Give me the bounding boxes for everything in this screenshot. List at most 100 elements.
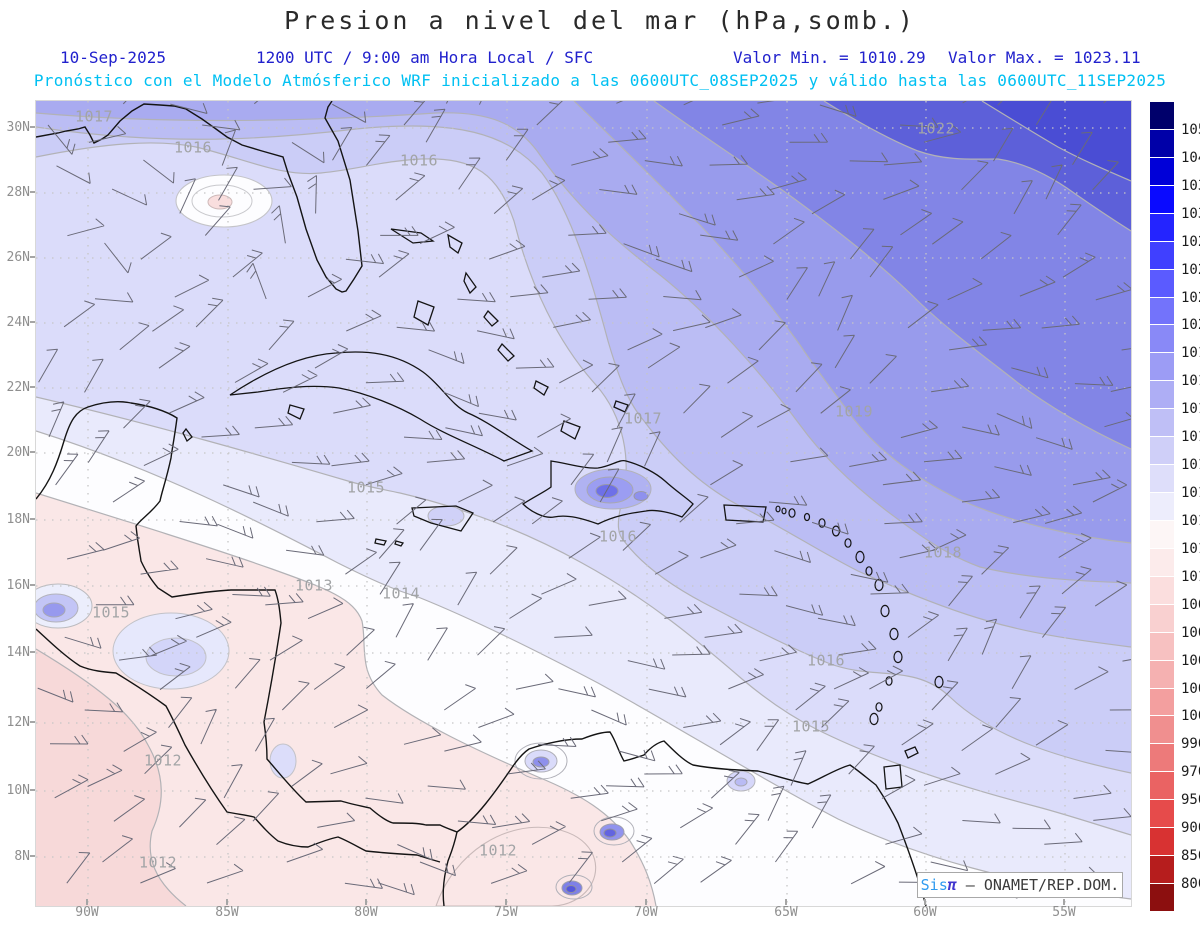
lat-tick <box>30 855 35 857</box>
colorbar-label-800: 800 <box>1181 876 1200 893</box>
lon-tick <box>226 899 228 905</box>
lat-tick <box>30 256 35 258</box>
colorbar-label-1050: 1050 <box>1181 121 1200 138</box>
lat-label-12N: 12N <box>6 715 30 730</box>
lon-tick <box>1063 899 1065 905</box>
lon-label-75W: 75W <box>494 905 518 920</box>
lat-label-28N: 28N <box>6 185 30 200</box>
pi-logo-glyph: π <box>947 876 957 894</box>
lat-label-24N: 24N <box>6 315 30 330</box>
lat-label-8N: 8N <box>14 849 30 864</box>
colorbar-swatch <box>1150 688 1174 716</box>
colorbar-swatch <box>1150 213 1174 241</box>
colorbar-swatch <box>1150 772 1174 800</box>
lat-label-14N: 14N <box>6 645 30 660</box>
colorbar-label-1002: 1002 <box>1181 680 1200 697</box>
chart-title: Presion a nivel del mar (hPa,somb.) <box>284 6 916 35</box>
colorbar-label-1013: 1013 <box>1181 512 1200 529</box>
colorbar-swatch <box>1150 353 1174 381</box>
contour-label-1016: 1016 <box>599 528 637 546</box>
pressure-map: 1017 1016 1016 1022 1017 1019 1015 1016 1018 1013… <box>35 100 1132 907</box>
valid-time: 1200 UTC / 9:00 am Hora Local / SFC <box>256 48 594 67</box>
lon-label-90W: 90W <box>75 905 99 920</box>
attribution-box: Sisπ – ONAMET/REP.DOM. <box>917 872 1123 898</box>
colorbar-label-1035: 1035 <box>1181 177 1200 194</box>
lon-tick <box>86 899 88 905</box>
pressure-field-plot: 1017 1016 1016 1022 1017 1019 1015 1016 1018 1013… <box>36 101 1131 906</box>
contour-label-1012: 1012 <box>144 752 182 770</box>
colorbar-label-1008: 1008 <box>1181 596 1200 613</box>
colorbar-swatch <box>1150 716 1174 744</box>
colorbar-swatch <box>1150 632 1174 660</box>
lon-label-60W: 60W <box>913 905 937 920</box>
colorbar-swatch <box>1150 269 1174 297</box>
sis-logo-text: Sis <box>920 876 948 894</box>
colorbar-swatch <box>1150 548 1174 576</box>
value-max-label: Valor Max. = 1023.11 <box>948 48 1141 67</box>
lat-label-26N: 26N <box>6 250 30 265</box>
lat-tick <box>30 518 35 520</box>
colorbar-label-1019: 1019 <box>1181 345 1200 362</box>
colorbar-label-1028: 1028 <box>1181 233 1200 250</box>
lon-tick <box>924 899 926 905</box>
colorbar-label-1030: 1030 <box>1181 205 1200 222</box>
contour-label-1019: 1019 <box>835 403 873 421</box>
colorbar-swatch <box>1150 576 1174 604</box>
colorbar-swatch <box>1150 800 1174 828</box>
lon-label-80W: 80W <box>354 905 378 920</box>
colorbar-label-850: 850 <box>1181 848 1200 865</box>
valid-date: 10-Sep-2025 <box>60 48 166 67</box>
lon-tick <box>645 899 647 905</box>
contour-label-1016: 1016 <box>807 652 845 670</box>
colorbar-swatch <box>1150 241 1174 269</box>
colorbar-swatch <box>1150 493 1174 520</box>
lon-tick <box>505 899 507 905</box>
lat-tick <box>30 651 35 653</box>
pressure-colorbar <box>1150 102 1174 912</box>
colorbar-label-1006: 1006 <box>1181 624 1200 641</box>
lat-tick <box>30 191 35 193</box>
colorbar-label-900: 900 <box>1181 820 1200 837</box>
lat-tick <box>30 789 35 791</box>
lat-label-22N: 22N <box>6 380 30 395</box>
contour-label-1015: 1015 <box>792 718 830 736</box>
colorbar-swatch <box>1150 884 1174 911</box>
lat-label-20N: 20N <box>6 445 30 460</box>
colorbar-label-1014: 1014 <box>1181 485 1200 502</box>
lon-label-65W: 65W <box>774 905 798 920</box>
colorbar-label-1017: 1017 <box>1181 401 1200 418</box>
colorbar-swatch <box>1150 102 1174 129</box>
colorbar-swatch <box>1150 465 1174 492</box>
value-min-label: Valor Min. = 1010.29 <box>733 48 926 67</box>
lon-label-55W: 55W <box>1052 905 1076 920</box>
lon-label-70W: 70W <box>634 905 658 920</box>
lon-tick <box>365 899 367 905</box>
contour-label-1017: 1017 <box>624 410 662 428</box>
colorbar-swatch <box>1150 185 1174 213</box>
colorbar-swatch <box>1150 828 1174 856</box>
colorbar-swatch <box>1150 297 1174 325</box>
colorbar-swatch <box>1150 437 1174 465</box>
colorbar-swatch <box>1150 157 1174 185</box>
lat-tick <box>30 584 35 586</box>
contour-label-1013: 1013 <box>295 577 333 595</box>
contour-label-1015: 1015 <box>92 604 130 622</box>
colorbar-label-1018: 1018 <box>1181 373 1200 390</box>
colorbar-label-950: 950 <box>1181 792 1200 809</box>
colorbar-swatch <box>1150 409 1174 437</box>
colorbar-swatch <box>1150 660 1174 688</box>
lat-tick <box>30 386 35 388</box>
contour-label-1022: 1022 <box>917 120 955 138</box>
colorbar-label-970: 970 <box>1181 764 1200 781</box>
lat-tick <box>30 126 35 128</box>
lat-tick <box>30 321 35 323</box>
colorbar-swatch <box>1150 381 1174 409</box>
colorbar-swatch <box>1150 744 1174 772</box>
subtitle-row: 10-Sep-2025 1200 UTC / 9:00 am Hora Loca… <box>0 48 1200 68</box>
colorbar-swatch <box>1150 856 1174 884</box>
lat-tick <box>30 451 35 453</box>
colorbar-label-1010: 1010 <box>1181 568 1200 585</box>
colorbar-label-1000: 1000 <box>1181 708 1200 725</box>
colorbar-swatch <box>1150 520 1174 548</box>
